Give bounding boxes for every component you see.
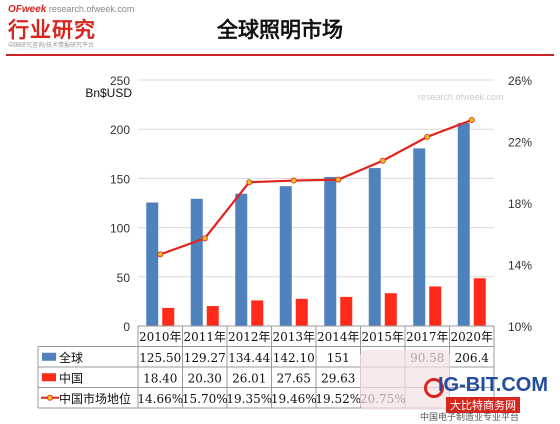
brand-url: research.ofweek.com [48, 4, 135, 14]
y-left-tick-label: 100 [110, 222, 130, 236]
y-right-tick-label: 14% [508, 259, 532, 273]
data-label: 19.35% [226, 392, 272, 406]
y-left-tick-label: 200 [110, 123, 130, 137]
line-point [335, 176, 342, 183]
bar-china [429, 286, 442, 326]
bar-china [251, 300, 264, 326]
y-axis-label: Bn$USD [85, 86, 132, 100]
legend-label: 全球 [59, 350, 83, 365]
data-label: 206.4 [455, 351, 490, 365]
x-tick-label: 2015年 [361, 330, 404, 344]
bar-global [368, 168, 381, 326]
y-left-tick-label: 50 [117, 271, 131, 285]
x-tick-label: 2010年 [139, 330, 182, 344]
bar-china [340, 296, 353, 326]
data-label: 18.40 [143, 371, 177, 385]
data-label: 15.70% [182, 392, 228, 406]
x-tick-label: 2017年 [406, 330, 449, 344]
y-left-tick-label: 250 [110, 74, 130, 88]
data-label: 27.65 [277, 371, 311, 385]
data-label: 151 [327, 351, 350, 365]
y-right-tick-label: 26% [508, 74, 532, 88]
watermark-slogan: 大比特商务网 [446, 397, 520, 413]
bar-china [384, 293, 397, 326]
bar-global [190, 198, 203, 326]
bar-global [146, 202, 159, 326]
bar-global [324, 176, 337, 326]
y-left-tick-label: 0 [123, 320, 130, 334]
y-right-tick-label: 22% [508, 136, 532, 150]
line-point [246, 179, 253, 186]
page-title: 全球照明市场 [217, 18, 343, 42]
data-label: 134.44 [228, 351, 270, 365]
y-right-tick-label: 18% [508, 197, 532, 211]
line-point [201, 235, 208, 242]
watermark-logo-icon [424, 378, 444, 398]
bar-china [295, 298, 308, 326]
line-point [157, 251, 164, 258]
line-point [290, 177, 297, 184]
brand-subtitle: 中国研究咨询/技术情报研究平台 [8, 42, 95, 49]
y-right-tick-label: 10% [508, 320, 532, 334]
x-tick-label: 2020年 [450, 330, 493, 344]
watermark-platform: 中国电子制造业专业平台 [420, 413, 520, 423]
data-label: 19.46% [271, 392, 317, 406]
legend-swatch [42, 352, 56, 361]
data-label: 20.30 [188, 371, 222, 385]
watermark-site: IG-BIT.COM [438, 374, 548, 396]
line-point [468, 116, 475, 123]
data-label: 26.01 [232, 371, 266, 385]
brand-name: 行业研究 [8, 18, 96, 42]
bar-china [473, 278, 486, 326]
legend-swatch [42, 373, 56, 382]
bar-global [279, 186, 292, 326]
bar-global [457, 122, 470, 326]
data-label: 129.27 [184, 351, 226, 365]
data-label: 125.50 [139, 351, 181, 365]
legend-label: 中国市场地位 [59, 391, 131, 406]
data-label: 29.63 [321, 371, 355, 385]
bar-china [206, 306, 219, 326]
x-tick-label: 2013年 [272, 330, 315, 344]
x-tick-label: 2014年 [317, 330, 360, 344]
bar-global [235, 193, 248, 326]
brand-logo-text: OFweek [8, 4, 47, 15]
line-china-share [159, 118, 473, 256]
brand-tagline: OFweek research.ofweek.com [8, 4, 134, 15]
line-point [379, 157, 386, 164]
legend-swatch [47, 394, 54, 401]
x-tick-label: 2012年 [228, 330, 271, 344]
bar-global [413, 148, 426, 326]
header-divider [6, 54, 554, 56]
header: OFweek research.ofweek.com 行业研究 中国研究咨询/技… [0, 0, 560, 56]
data-label: 19.52% [315, 392, 361, 406]
y-left-tick-label: 150 [110, 172, 130, 186]
data-label: 14.66% [137, 392, 183, 406]
watermark-faint: research.ofweek.com [418, 92, 504, 102]
x-tick-label: 2011年 [183, 330, 226, 344]
bar-china [162, 307, 175, 326]
legend-label: 中国 [59, 370, 83, 385]
data-label: 142.10 [273, 351, 315, 365]
line-point [424, 133, 431, 140]
